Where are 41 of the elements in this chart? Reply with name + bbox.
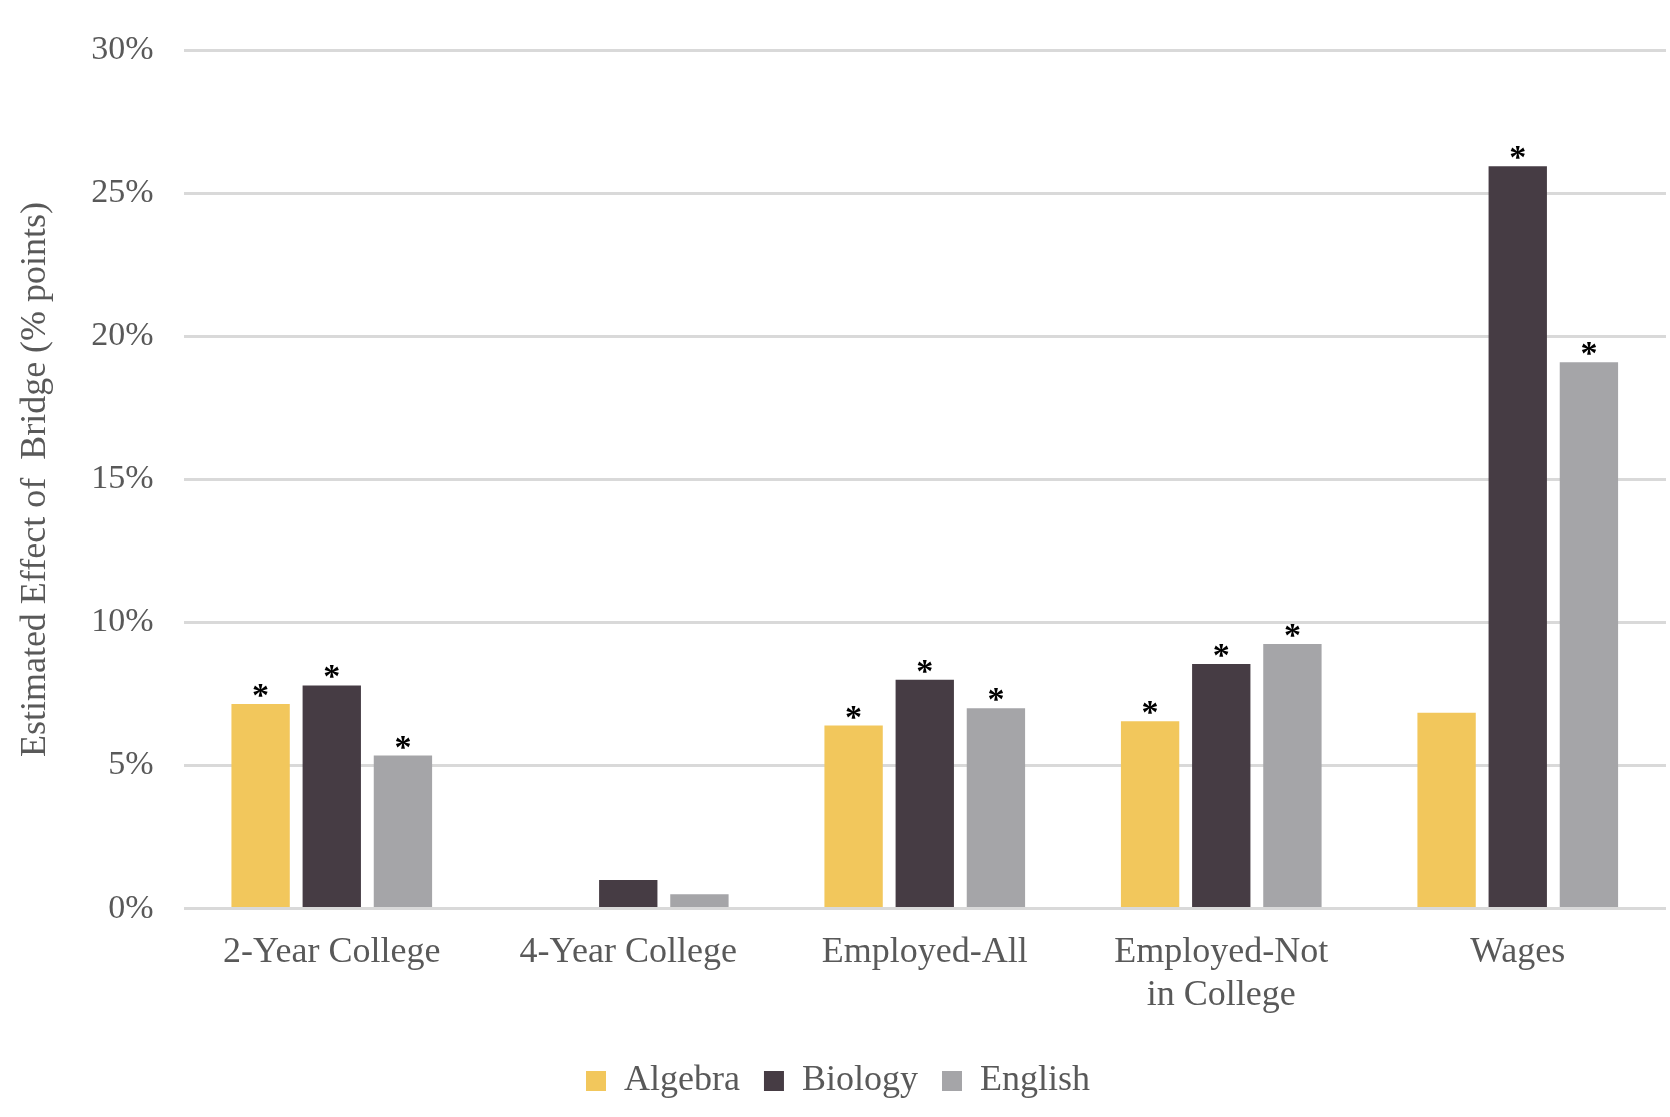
y-tick-label: 20% [91, 315, 154, 353]
legend-label: English [979, 1058, 1090, 1099]
y-tick-label: 10% [91, 601, 154, 639]
data-label: * [987, 680, 1005, 718]
x-tick-label: Employed-Not in College [1114, 929, 1329, 1013]
data-label: * [1283, 615, 1301, 653]
bar [966, 708, 1026, 908]
data-label: * [1212, 636, 1230, 674]
data-label: * [323, 657, 341, 695]
x-tick-label: 2-Year College [223, 929, 441, 970]
bar [1120, 721, 1180, 908]
x-tick-label: Wages [1470, 929, 1566, 970]
legend-label: Algebra [624, 1058, 740, 1099]
data-label: * [1580, 334, 1598, 372]
data-label: * [1509, 138, 1527, 176]
y-tick-label: 15% [91, 458, 154, 496]
bar [1263, 643, 1322, 908]
bar [1192, 664, 1251, 908]
bar [1417, 712, 1476, 908]
bar [1488, 166, 1547, 908]
y-tick-label: 0% [108, 887, 154, 925]
data-label: * [1141, 693, 1159, 731]
x-tick-label: 4-Year College [519, 929, 737, 970]
data-label: * [845, 697, 863, 735]
bar [824, 725, 883, 908]
legend-label: Biology [801, 1058, 918, 1099]
bar [231, 704, 290, 908]
y-tick-label: 5% [108, 744, 154, 782]
bar [1559, 362, 1619, 908]
y-tick-label: 30% [91, 29, 154, 67]
data-label: * [394, 727, 412, 765]
bar [302, 685, 361, 908]
data-label: * [916, 651, 934, 689]
data-label: * [252, 676, 270, 714]
bar [670, 894, 729, 908]
bar [373, 755, 433, 908]
y-tick-label: 25% [91, 172, 154, 210]
y-axis-title: Estimated Effect of Bridge (% points) [13, 201, 54, 758]
bar [599, 879, 658, 908]
x-tick-label: Employed-All [821, 929, 1028, 970]
bar [895, 679, 954, 908]
